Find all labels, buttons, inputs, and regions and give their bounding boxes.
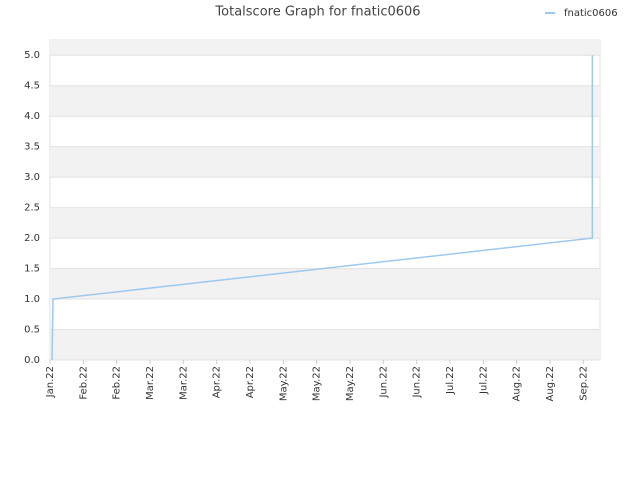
y-tick-label: 1.0 — [24, 294, 40, 305]
x-tick-label: Jul.22 — [478, 366, 489, 395]
grid-band — [50, 207, 600, 239]
grid-band — [50, 40, 600, 56]
grid-band — [50, 85, 600, 117]
y-tick-label: 0.0 — [24, 355, 40, 366]
chart-title: Totalscore Graph for fnatic0606 — [214, 5, 420, 20]
y-tick-label: 3.5 — [24, 142, 40, 153]
legend-label: fnatic0606 — [564, 8, 618, 19]
y-tick-label: 4.5 — [24, 81, 40, 92]
x-tick-label: Feb.22 — [78, 366, 89, 400]
y-tick-label: 2.5 — [24, 203, 40, 214]
x-tick-label: Jun.22 — [412, 366, 423, 399]
x-tick-label: Jan.22 — [45, 366, 56, 398]
y-tick-label: 5.0 — [24, 50, 40, 61]
x-tick-label: Apr.22 — [245, 366, 256, 398]
y-tick-label: 2.0 — [24, 233, 40, 244]
grid-band — [50, 329, 600, 360]
x-tick-label: May.22 — [278, 366, 289, 401]
grid-band — [50, 146, 600, 178]
y-tick-label: 4.0 — [24, 111, 40, 122]
grid-band — [50, 268, 600, 300]
y-tick-label: 3.0 — [24, 172, 40, 183]
x-tick-label: Mar.22 — [178, 366, 189, 400]
x-tick-label: Feb.22 — [112, 366, 123, 400]
x-tick-label: Mar.22 — [145, 366, 156, 400]
x-tick-label: Aug.22 — [512, 366, 523, 401]
x-tick-label: May.22 — [345, 366, 356, 401]
x-tick-label: Apr.22 — [212, 366, 223, 398]
x-tick-label: Jun.22 — [378, 366, 389, 399]
x-tick-label: Jul.22 — [445, 366, 456, 395]
y-tick-label: 0.5 — [24, 325, 40, 336]
data-line — [51, 55, 594, 361]
x-tick-label: Aug.22 — [545, 366, 556, 401]
x-tick-label: Sep.22 — [578, 366, 589, 401]
x-tick-label: May.22 — [312, 366, 323, 401]
y-tick-label: 1.5 — [24, 264, 40, 275]
